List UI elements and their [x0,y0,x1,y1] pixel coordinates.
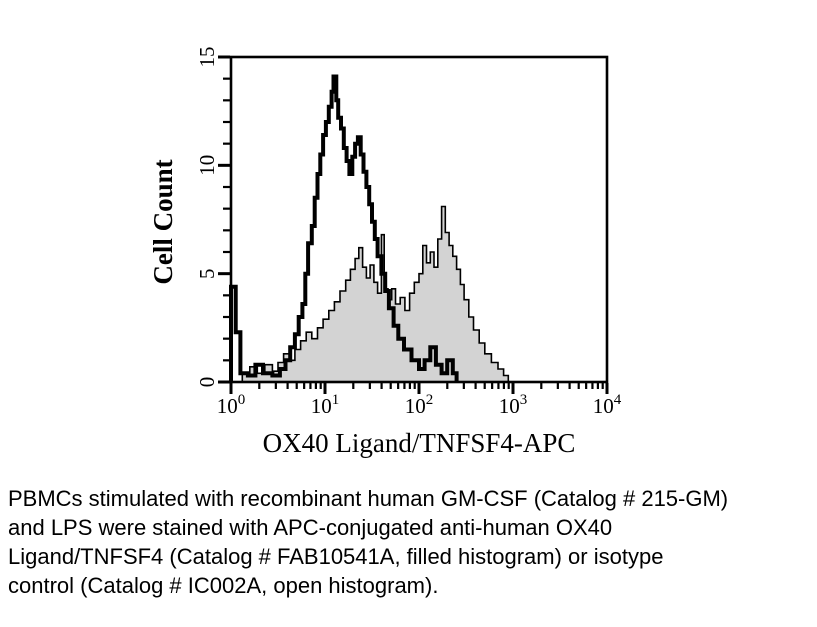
x-axis-label: OX40 Ligand/TNFSF4-APC [263,428,576,458]
plot-frame [229,55,609,384]
y-tick-label: 0 [195,377,219,388]
x-tick-label: 102 [405,392,434,418]
filled-histogram [241,205,510,383]
x-tick-label: 100 [217,392,246,418]
x-tick-label: 103 [499,392,528,418]
y-tick-label: 15 [195,47,219,68]
caption-line: Ligand/TNFSF4 (Catalog # FAB10541A, fill… [8,544,664,569]
caption-line: control (Catalog # IC002A, open histogra… [8,573,439,598]
caption-line: PBMCs stimulated with recombinant human … [8,486,729,511]
y-axis-label: Cell Count [148,159,178,284]
figure-caption: PBMCs stimulated with recombinant human … [8,484,813,600]
plot-area: 0 5 10 15 100 101 102 103 104 [195,47,622,419]
flow-cytometry-histogram-chart: 0 5 10 15 100 101 102 103 104 Cell Count OX40 Li… [148,47,622,459]
caption-line: and LPS were stained with APC-conjugated… [8,515,613,540]
y-tick-label: 5 [195,268,219,279]
x-tick-label: 101 [311,392,340,418]
y-tick-label: 10 [195,155,219,176]
open-histogram [229,74,459,382]
x-tick-label: 104 [593,392,622,418]
